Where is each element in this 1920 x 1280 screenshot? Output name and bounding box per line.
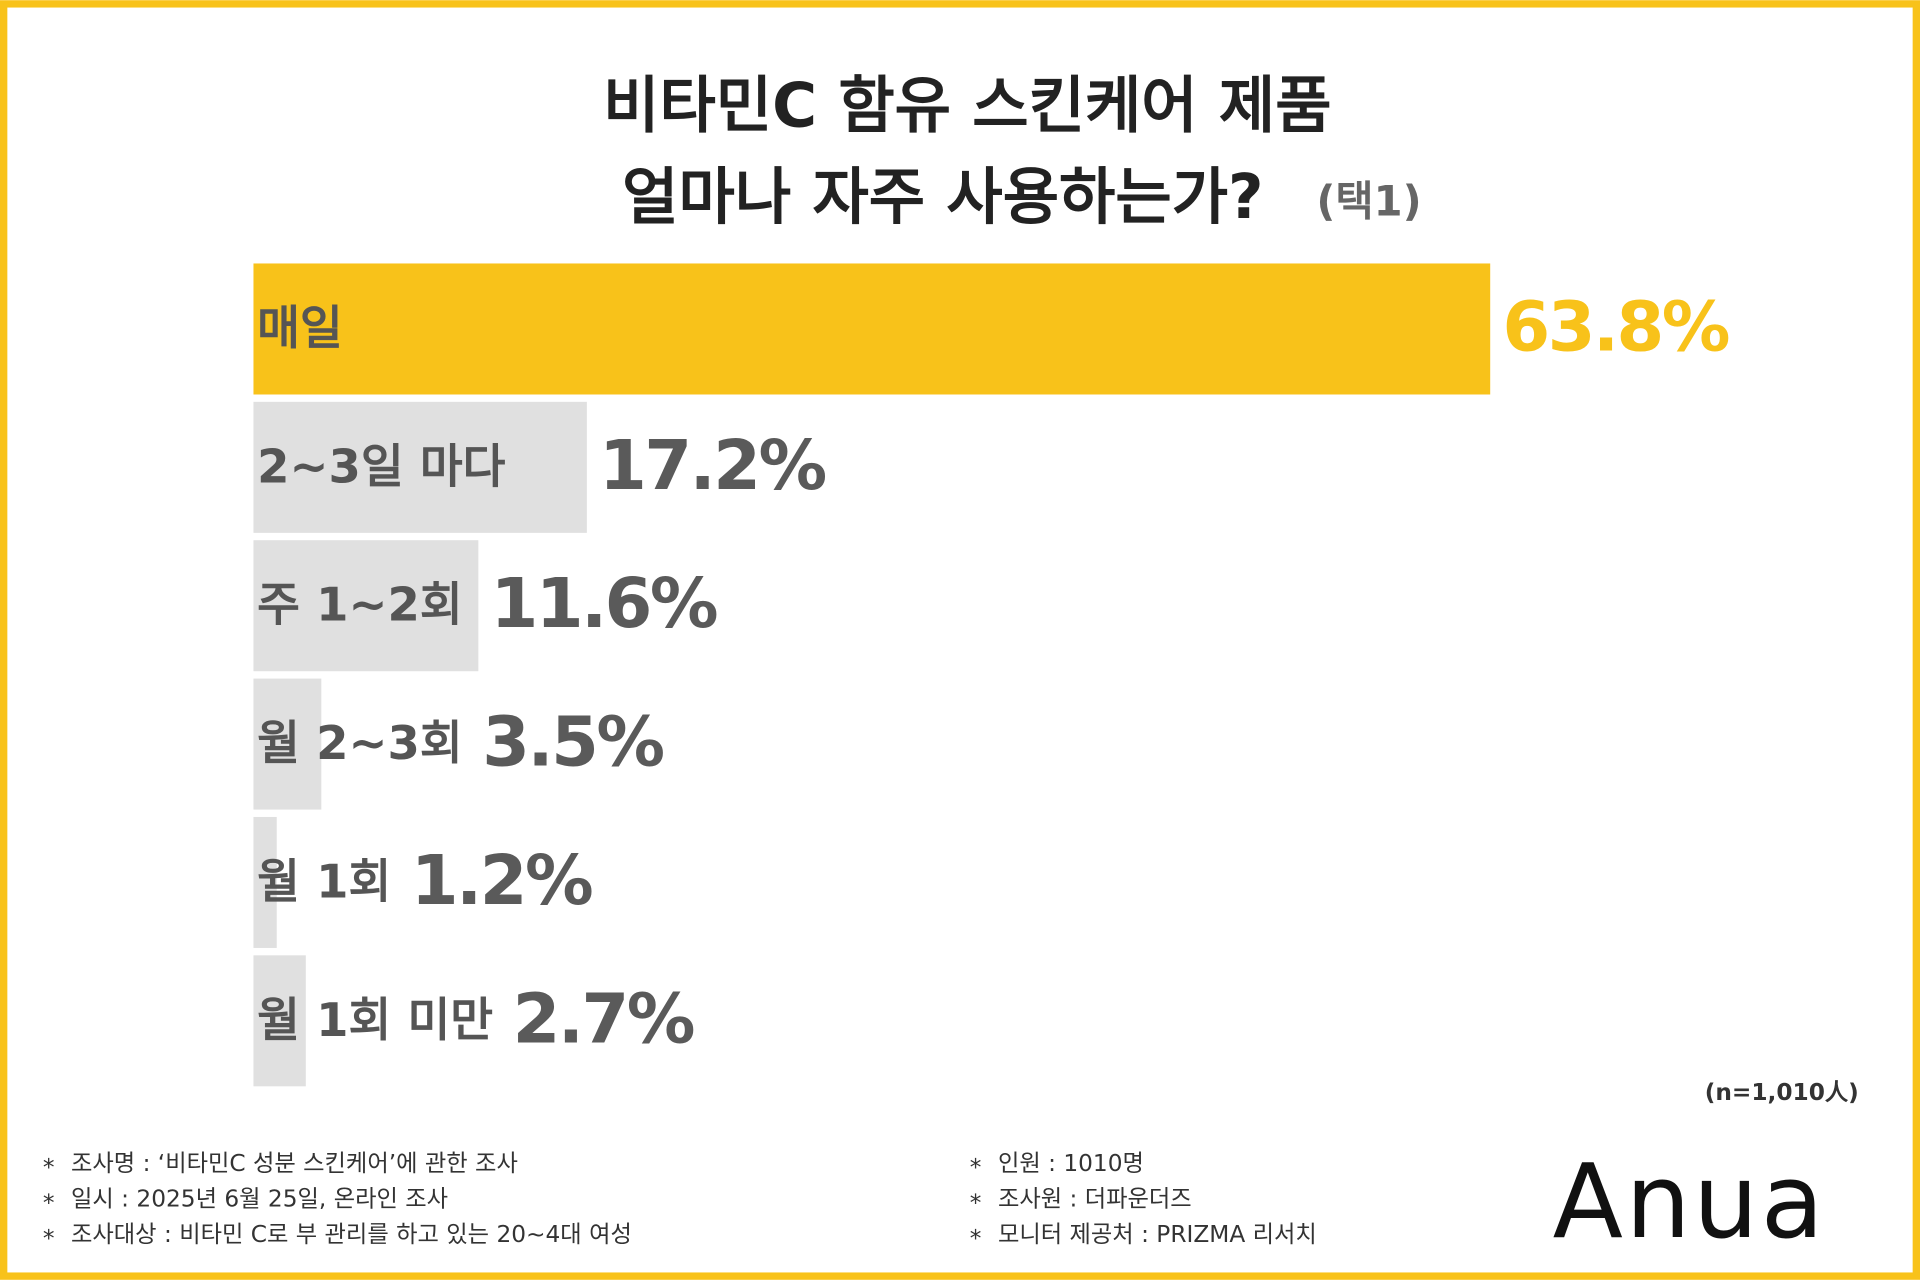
note-bullet: * (970, 1154, 982, 1181)
note-bullet: * (970, 1225, 982, 1252)
category-label: 2~3일 마다 (257, 439, 505, 493)
note-bullet: * (43, 1225, 55, 1252)
footnote: 일시 : 2025년 6월 25일, 온라인 조사 (71, 1186, 448, 1213)
bar (253, 678, 322, 810)
bar (253, 540, 479, 672)
chart-title: 비타민C 함유 스킨케어 제품 (603, 70, 1331, 141)
value-label: 1.2% (411, 841, 592, 921)
footnote: 조사명 : ‘비타민C 성분 스킨케어’에 관한 조사 (71, 1150, 518, 1177)
note-bullet: * (43, 1189, 55, 1216)
bar (253, 955, 306, 1087)
value-label: 11.6% (491, 564, 717, 644)
category-label: 매일 (257, 301, 343, 355)
chart-subtitle: (택1) (1316, 177, 1421, 226)
brand-logo: Anua (1553, 1143, 1827, 1262)
chart-title: 얼마나 자주 사용하는가? (622, 162, 1263, 233)
note-bullet: * (970, 1189, 982, 1216)
footnote: 모니터 제공처 : PRIZMA 리서치 (998, 1221, 1317, 1248)
value-label: 3.5% (482, 703, 663, 783)
category-label: 주 1~2회 (257, 578, 463, 632)
footnote: 인원 : 1010명 (998, 1150, 1144, 1177)
footnote: 조사대상 : 비타민 C로 부 관리를 하고 있는 20~4대 여성 (71, 1221, 632, 1248)
value-label: 63.8% (1502, 287, 1728, 367)
footnote: 조사원 : 더파운더즈 (998, 1186, 1192, 1213)
category-label: 월 2~3회 (257, 716, 463, 770)
sample-note: (n=1,010人) (1705, 1079, 1859, 1106)
value-label: 2.7% (513, 979, 694, 1059)
category-label: 월 1회 미만 (257, 993, 493, 1047)
bar (253, 263, 1491, 395)
note-bullet: * (43, 1154, 55, 1181)
bar (253, 401, 587, 533)
value-label: 17.2% (599, 426, 825, 506)
category-label: 월 1회 (257, 854, 391, 908)
bar (253, 816, 277, 948)
